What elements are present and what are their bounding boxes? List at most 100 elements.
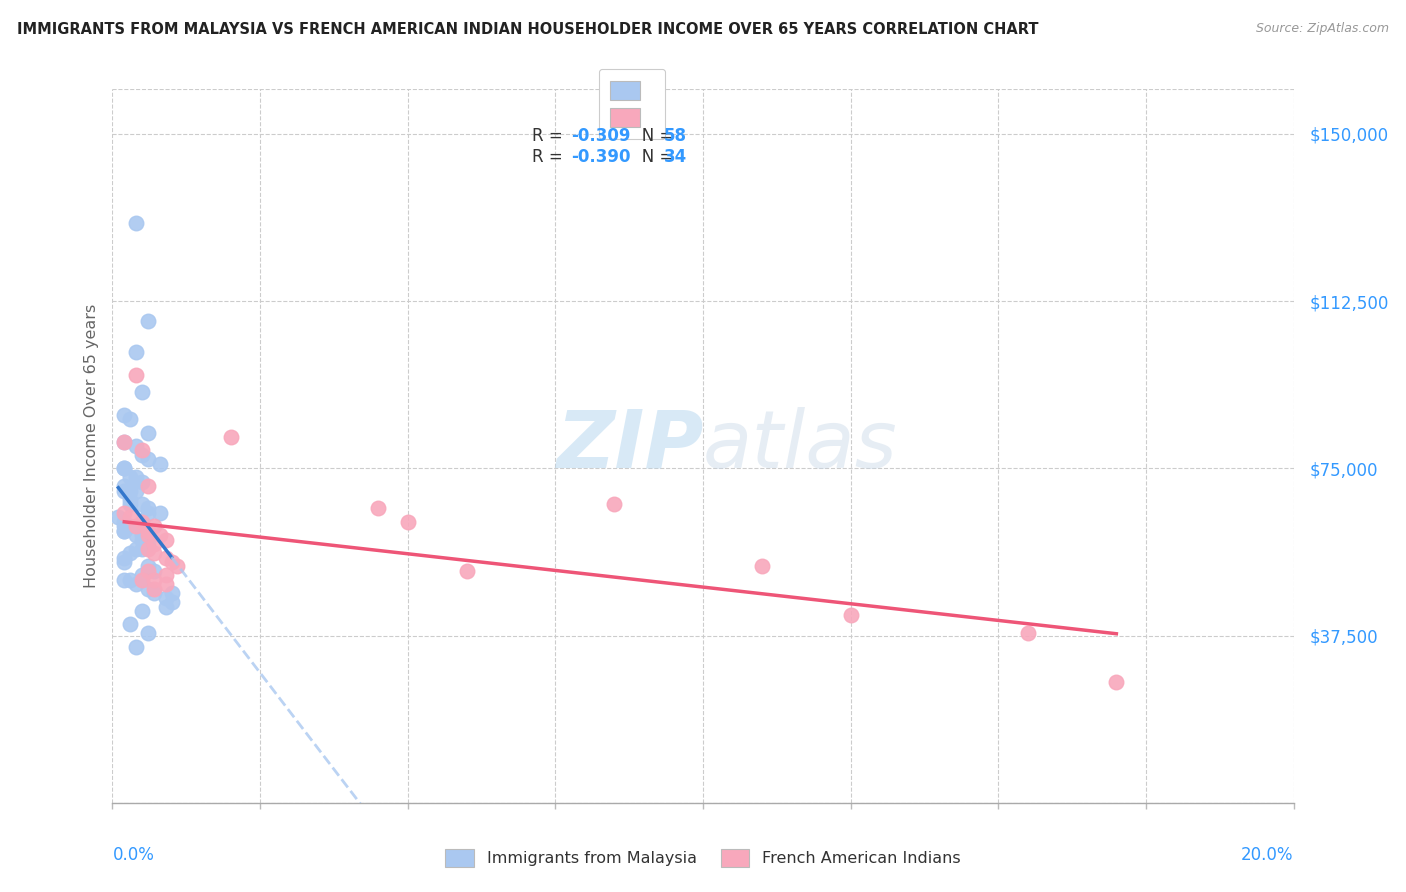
Point [839, 608, 862, 623]
Point [120, 412, 142, 426]
Point [131, 515, 153, 529]
Point [131, 568, 153, 582]
Text: -0.390: -0.390 [571, 148, 630, 166]
Point [131, 528, 153, 542]
Point [142, 537, 165, 551]
Point [112, 506, 135, 520]
Y-axis label: Householder Income Over 65 years: Householder Income Over 65 years [83, 304, 98, 588]
Point [136, 582, 159, 596]
Point [120, 492, 142, 507]
Point [142, 546, 165, 560]
Text: 58: 58 [664, 127, 688, 145]
Point [142, 573, 165, 587]
Point [125, 577, 148, 591]
Point [136, 506, 159, 520]
Point [456, 564, 478, 578]
Point [112, 434, 135, 449]
Text: 20.0%: 20.0% [1241, 846, 1294, 863]
Point [125, 483, 148, 498]
Point [112, 519, 135, 533]
Point [1017, 626, 1039, 640]
Text: -0.309: -0.309 [571, 127, 630, 145]
Text: N =: N = [626, 127, 679, 145]
Point [603, 497, 626, 511]
Text: ZIP: ZIP [555, 407, 703, 485]
Point [125, 541, 148, 556]
Point [107, 510, 129, 524]
Point [131, 533, 153, 547]
Point [160, 586, 183, 600]
Point [155, 550, 177, 565]
Point [136, 314, 159, 328]
Point [751, 559, 773, 574]
Point [125, 528, 148, 542]
Point [112, 555, 135, 569]
Point [125, 439, 148, 453]
Point [125, 470, 148, 484]
Point [219, 430, 242, 444]
Point [166, 559, 188, 574]
Point [142, 582, 165, 596]
Legend: , : , [599, 69, 665, 139]
Point [112, 524, 135, 538]
Point [149, 457, 172, 471]
Point [136, 564, 159, 578]
Point [155, 568, 177, 582]
Point [120, 573, 142, 587]
Point [112, 573, 135, 587]
Point [155, 577, 177, 591]
Point [120, 617, 142, 632]
Point [142, 519, 165, 533]
Point [149, 506, 172, 520]
Point [136, 537, 159, 551]
Point [131, 541, 153, 556]
Point [136, 524, 159, 538]
Point [112, 434, 135, 449]
Point [120, 470, 142, 484]
Text: 0.0%: 0.0% [112, 846, 155, 863]
Point [112, 479, 135, 493]
Point [136, 528, 159, 542]
Point [136, 541, 159, 556]
Point [155, 533, 177, 547]
Point [131, 573, 153, 587]
Point [136, 626, 159, 640]
Text: IMMIGRANTS FROM MALAYSIA VS FRENCH AMERICAN INDIAN HOUSEHOLDER INCOME OVER 65 YE: IMMIGRANTS FROM MALAYSIA VS FRENCH AMERI… [17, 22, 1039, 37]
Point [155, 591, 177, 605]
Point [367, 501, 389, 516]
Point [120, 546, 142, 560]
Point [131, 448, 153, 462]
Point [142, 564, 165, 578]
Point [131, 475, 153, 489]
Point [131, 385, 153, 400]
Point [136, 479, 159, 493]
Legend: Immigrants from Malaysia, French American Indians: Immigrants from Malaysia, French America… [437, 840, 969, 875]
Text: Source: ZipAtlas.com: Source: ZipAtlas.com [1256, 22, 1389, 36]
Text: atlas: atlas [703, 407, 898, 485]
Text: R =: R = [531, 127, 568, 145]
Point [1105, 675, 1128, 690]
Point [125, 519, 148, 533]
Point [120, 497, 142, 511]
Point [120, 510, 142, 524]
Point [131, 443, 153, 458]
Point [125, 216, 148, 230]
Point [142, 586, 165, 600]
Text: 34: 34 [664, 148, 688, 166]
Point [149, 528, 172, 542]
Text: R =: R = [531, 148, 568, 166]
Point [136, 452, 159, 467]
Point [125, 368, 148, 382]
Point [131, 604, 153, 618]
Point [155, 599, 177, 614]
Point [136, 501, 159, 516]
Point [112, 515, 135, 529]
Point [120, 483, 142, 498]
Point [125, 640, 148, 654]
Point [112, 483, 135, 498]
Point [160, 595, 183, 609]
Point [112, 461, 135, 475]
Point [136, 559, 159, 574]
Point [112, 550, 135, 565]
Point [120, 519, 142, 533]
